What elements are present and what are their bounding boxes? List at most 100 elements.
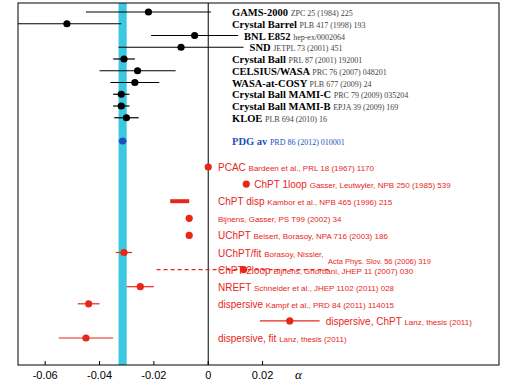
- entry-ref: PLB 694 (2010) 16: [265, 115, 327, 124]
- point: [286, 317, 293, 324]
- entry-ref: ZPC 25 (1984) 225: [291, 9, 353, 18]
- entry-label: WASA-at-COSY PLB 677 (2009) 24: [232, 78, 372, 89]
- entry-label: NREFT Schneider et al., JHEP 1102 (2011)…: [218, 282, 395, 293]
- entry-label: Crystal Ball PRL 87 (2001) 192001: [232, 54, 362, 65]
- entry-name: NREFT: [218, 282, 254, 293]
- tick: [99, 361, 100, 365]
- point: [118, 91, 125, 98]
- tick-label: -0.06: [33, 369, 58, 381]
- entry-name: SND: [250, 42, 274, 53]
- pdg-band: [119, 3, 127, 365]
- zero-line: [208, 3, 209, 365]
- entry-ref: PLB 417 (1998) 193: [299, 21, 365, 30]
- entry-name: dispersive: [218, 299, 266, 310]
- point: [118, 102, 125, 109]
- entry-label: PDG av PRD 86 (2012) 010001: [232, 136, 345, 147]
- entry-label: UChPT/fit Borasoy, Nissler,: [218, 248, 324, 259]
- entry-name: ChPT 2loop: [218, 265, 273, 276]
- entry-ref: Bijnens, Ghorbani, JHEP 11 (2007) 030: [273, 267, 413, 276]
- point: [131, 79, 138, 86]
- entry-name: ChPT disp: [218, 196, 267, 207]
- entry-label: Crystal Ball MAMI-C PRC 79 (2009) 035204: [232, 89, 408, 100]
- entry-name: WASA-at-COSY: [232, 78, 310, 89]
- entry-ref: Gasser, Leutwyler, NPB 250 (1985) 539: [310, 181, 452, 190]
- entry-label: GAMS-2000 ZPC 25 (1984) 225: [232, 7, 353, 18]
- tick: [45, 361, 46, 365]
- entry-name: PCAC: [218, 162, 249, 173]
- point: [186, 215, 193, 222]
- entry-label: dispersive, fit Lanz, thesis (2011): [218, 333, 347, 344]
- entry-name: Crystal Barrel: [232, 19, 299, 30]
- entry-ref: Bijnens, Gasser, PS T99 (2002) 34: [218, 215, 342, 224]
- entry-label: UChPT Beisert, Borasoy, NPA 716 (2003) 1…: [218, 230, 388, 241]
- entry-ref: Kambor et al., NPB 465 (1996) 215: [267, 198, 393, 207]
- entry-name: Crystal Ball MAMI-B: [232, 101, 333, 112]
- entry-label: Bijnens, Gasser, PS T99 (2002) 34: [218, 215, 342, 224]
- entry-label: ChPT disp Kambor et al., NPB 465 (1996) …: [218, 196, 393, 207]
- point: [177, 44, 184, 51]
- entry-label: Crystal Barrel PLB 417 (1998) 193: [232, 19, 365, 30]
- tick: [262, 361, 263, 365]
- entry-ref: Bardeen et al., PRL 18 (1967) 1170: [249, 164, 375, 173]
- entry-label: CELSIUS/WASA PRC 76 (2007) 048201: [232, 66, 387, 77]
- tick-label: 0: [205, 369, 211, 381]
- entry-ref: Beisert, Borasoy, NPA 716 (2003) 186: [253, 232, 388, 241]
- point: [120, 55, 127, 62]
- entry-label: KLOE PLB 694 (2010) 16: [232, 113, 327, 124]
- tick-label: 0.02: [252, 369, 273, 381]
- entry-label: ChPT 2loop Bijnens, Ghorbani, JHEP 11 (2…: [218, 265, 414, 276]
- entry-ref: Lanz, thesis (2011): [404, 318, 472, 327]
- entry-label: PCAC Bardeen et al., PRL 18 (1967) 1170: [218, 162, 375, 173]
- entry-name: Crystal Ball MAMI-C: [232, 89, 334, 100]
- entry-ref: JETPL 73 (2001) 451: [273, 44, 342, 53]
- entry-ref: PRD 86 (2012) 010001: [270, 138, 345, 147]
- entry-ref: hep-ex/0002064: [293, 33, 345, 42]
- entry-label: dispersive, ChPT Lanz, thesis (2011): [326, 316, 473, 327]
- entry-ref: EPJA 39 (2009) 169: [333, 103, 398, 112]
- entry-name: ChPT 1loop: [254, 179, 309, 190]
- chart: -0.06 -0.04 -0.02 0 0.02 α GAMS-2000 ZPC 25 (1…: [0, 0, 506, 384]
- tick-label: -0.04: [87, 369, 112, 381]
- entry-ref: Kampf et al., PRD 84 (2011) 114015: [266, 301, 395, 310]
- point: [134, 67, 141, 74]
- tick: [208, 361, 209, 365]
- entry-label: BNL E852 hep-ex/0002064: [244, 31, 345, 42]
- point: [120, 249, 127, 256]
- entry-ref: PRL 87 (2001) 192001: [289, 56, 363, 65]
- point: [119, 137, 126, 144]
- entry-label: SND JETPL 73 (2001) 451: [250, 42, 343, 53]
- entry-label: Crystal Ball MAMI-B EPJA 39 (2009) 169: [232, 101, 398, 112]
- point: [191, 32, 198, 39]
- entry-label: ChPT 1loop Gasser, Leutwyler, NPB 250 (1…: [254, 179, 451, 190]
- point: [85, 300, 92, 307]
- entry-name: KLOE: [232, 113, 265, 124]
- entry-name: Crystal Ball: [232, 54, 289, 65]
- range-bar: [170, 199, 189, 203]
- entry-name: UChPT: [218, 230, 253, 241]
- entry-ref: Borasoy, Nissler,: [264, 250, 323, 259]
- entry-name: dispersive, fit: [218, 333, 279, 344]
- point: [186, 232, 193, 239]
- entry-name: CELSIUS/WASA: [232, 66, 312, 77]
- entry-label: dispersive Kampf et al., PRD 84 (2011) 1…: [218, 299, 395, 310]
- entry-ref: PLB 677 (2009) 24: [310, 80, 372, 89]
- point: [123, 114, 130, 121]
- x-label: α: [295, 367, 303, 382]
- entry-name: dispersive, ChPT: [326, 316, 405, 327]
- entry-ref: PRC 79 (2009) 035204: [334, 91, 408, 100]
- entry-name: BNL E852: [244, 31, 293, 42]
- point: [243, 181, 250, 188]
- point: [63, 20, 70, 27]
- frame: [18, 3, 499, 365]
- entry-name: GAMS-2000: [232, 7, 291, 18]
- entry-ref: PRC 76 (2007) 048201: [312, 68, 386, 77]
- tick-label: -0.02: [141, 369, 166, 381]
- point: [205, 163, 212, 170]
- entry-ref: Lanz, thesis (2011): [279, 335, 347, 344]
- tick: [153, 361, 154, 365]
- point: [145, 8, 152, 15]
- entry-ref: Schneider et al., JHEP 1102 (2011) 028: [254, 284, 395, 293]
- entry-name: UChPT/fit: [218, 248, 264, 259]
- entry-ref: Acta Phys. Slov. 56 (2006) 319: [328, 257, 431, 266]
- entry-name: PDG av: [232, 136, 270, 147]
